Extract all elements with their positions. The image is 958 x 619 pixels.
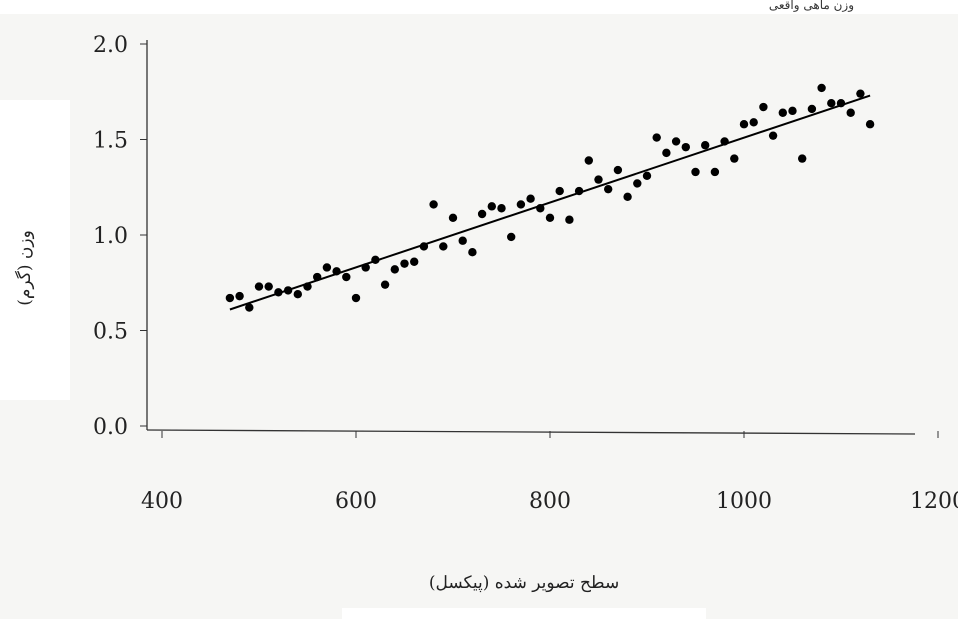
data-point [642, 171, 652, 180]
data-point [827, 99, 836, 108]
data-point [807, 104, 817, 114]
data-point [313, 272, 322, 282]
data-point [555, 186, 564, 196]
y-tick-label: 1.0 [93, 224, 128, 249]
data-point [574, 186, 584, 196]
data-point [604, 184, 613, 194]
data-point [710, 167, 720, 177]
data-point [351, 293, 361, 303]
data-point [468, 247, 477, 257]
y-tick-label: 0.5 [93, 320, 128, 345]
data-point [448, 213, 458, 223]
axes [146, 40, 916, 435]
data-points [225, 83, 875, 312]
data-point [768, 131, 778, 140]
data-point [254, 282, 264, 291]
data-point [477, 209, 487, 219]
xlabel-panel [342, 608, 706, 619]
data-point [361, 263, 370, 272]
x-tick-label: 1000 [716, 489, 772, 514]
x-tick-label: 800 [529, 489, 571, 514]
data-point [390, 265, 399, 274]
data-point [380, 280, 390, 289]
data-point [739, 120, 749, 129]
data-point [410, 257, 419, 266]
trendline [229, 94, 871, 311]
data-point [235, 291, 244, 301]
data-point [245, 303, 254, 312]
data-point [400, 259, 409, 268]
data-point [439, 242, 448, 251]
data-point [788, 106, 797, 116]
x-tick-label: 600 [335, 489, 377, 514]
y-tick-label: 0.0 [93, 415, 128, 440]
data-point [701, 141, 710, 150]
data-point [497, 204, 506, 213]
data-point [458, 236, 467, 245]
data-point [681, 142, 690, 152]
data-point [487, 202, 496, 211]
data-point [778, 108, 787, 117]
y-ticks: 0.0 0.5 1.0 1.5 2.0 [93, 33, 147, 440]
data-point [613, 165, 623, 175]
data-point [623, 192, 632, 201]
data-point [846, 108, 855, 117]
data-point [749, 118, 758, 127]
x-tick-label: 400 [141, 489, 183, 514]
data-point [720, 137, 729, 146]
data-point [545, 213, 555, 223]
data-point [836, 99, 846, 108]
data-point [652, 133, 661, 142]
data-point [759, 102, 768, 112]
y-tick-label: 1.5 [93, 129, 128, 154]
data-point [856, 89, 865, 98]
data-point [371, 255, 380, 265]
data-point [419, 242, 429, 251]
data-point [283, 286, 293, 295]
data-point [817, 83, 826, 93]
x-tick-label: 1200 [910, 489, 958, 514]
data-point [332, 267, 341, 276]
data-point [526, 194, 535, 203]
data-point [691, 167, 700, 177]
data-point [584, 156, 593, 165]
data-point [293, 290, 302, 299]
data-point [798, 154, 807, 163]
top-strip: وزن ماهی واقعی [0, 0, 958, 14]
data-point [225, 293, 235, 303]
y-tick-label: 2.0 [93, 33, 128, 58]
data-point [264, 282, 273, 291]
data-point [274, 288, 283, 297]
ylabel-panel [0, 100, 70, 400]
data-point [303, 282, 312, 291]
data-point [662, 148, 671, 158]
data-point [865, 120, 875, 129]
data-point [633, 179, 642, 188]
x-axis-title: سطح تصویر شده (پیکسل) [429, 573, 619, 593]
data-point [507, 232, 516, 242]
data-point [342, 272, 351, 282]
data-point [516, 200, 526, 209]
data-point [730, 154, 739, 163]
data-point [671, 137, 681, 146]
data-point [565, 215, 574, 224]
top-caption: وزن ماهی واقعی [768, 0, 854, 12]
data-point [429, 200, 438, 209]
x-axis-line [146, 429, 916, 435]
x-ticks: 400 600 800 1000 1200 [141, 431, 958, 514]
y-axis-title: وزن (گرم) [14, 230, 35, 306]
data-point [536, 204, 545, 213]
data-point [594, 175, 603, 184]
data-point [322, 263, 332, 272]
